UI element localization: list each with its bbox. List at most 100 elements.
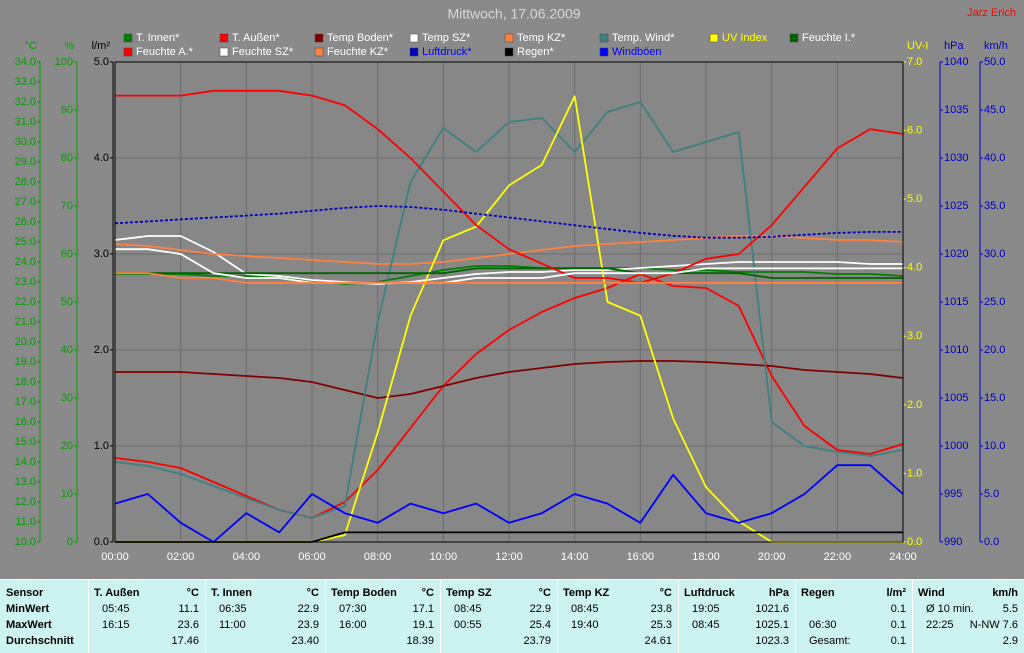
series-line: [114, 464, 904, 543]
y-tick-label: 1010: [944, 344, 968, 356]
header-name: Temp KZ: [563, 587, 610, 599]
header-unit: l/m²: [886, 587, 906, 599]
series-line: [115, 267, 903, 279]
x-tick-label: 20:00: [758, 551, 786, 563]
x-tick-label: 04:00: [233, 551, 261, 563]
cell-value: N-NW 7.6: [969, 619, 1018, 631]
legend-swatch: [314, 47, 324, 57]
header-name: T. Außen: [94, 587, 140, 599]
cell-time: 16:00: [339, 619, 367, 631]
column-separator: [557, 580, 558, 653]
y-tick-label: 28.0: [15, 176, 36, 188]
legend-label: UV Index: [722, 32, 768, 44]
legend-label: Temp SZ*: [422, 32, 471, 44]
cell-time: 07:30: [339, 603, 367, 615]
legend-label: Windböen: [612, 46, 662, 58]
cell-time: 16:15: [102, 619, 130, 631]
y-tick-label: 29.0: [15, 156, 36, 168]
y-tick-label: 100: [55, 56, 73, 68]
series-line: [115, 265, 904, 285]
x-tick-label: 00:00: [101, 551, 129, 563]
y-tick-label: 17.0: [15, 396, 36, 408]
legend-swatch: [789, 33, 799, 43]
legend-swatch: [599, 33, 609, 43]
x-tick-label: 22:00: [824, 551, 852, 563]
cell-time: 06:30: [809, 619, 837, 631]
series-line: [114, 235, 904, 265]
header-name: Sensor: [6, 587, 44, 599]
y-tick-label: 27.0: [15, 196, 36, 208]
y-tick-label: 14.0: [15, 456, 36, 468]
cell-value: 25.3: [650, 619, 672, 631]
cell-value: 11.1: [178, 603, 199, 615]
plot-border: [114, 61, 904, 543]
legend-label: Feuchte A.*: [136, 46, 194, 58]
x-tick-label: 18:00: [692, 551, 720, 563]
y-tick-label: 1030: [944, 152, 968, 164]
legend-swatch: [409, 33, 419, 43]
y-tick-label: 40: [61, 344, 73, 356]
header-name: T. Innen: [211, 587, 252, 599]
y-tick-label: 19.0: [15, 356, 36, 368]
y-tick-label: 18.0: [15, 376, 36, 388]
cell-value: 19.1: [412, 619, 434, 631]
y-tick-label: 34.0: [15, 56, 36, 68]
cell-value: 22.9: [529, 603, 551, 615]
series-line: [114, 101, 904, 519]
y-tick-label: 30.0: [15, 136, 36, 148]
cell-time: 11:00: [219, 619, 246, 631]
column-separator: [912, 580, 913, 653]
axis-label: °C: [25, 40, 37, 52]
y-tick-label: 25.0: [984, 296, 1005, 308]
x-tick-label: 12:00: [495, 551, 523, 563]
y-tick-label: 23.0: [15, 276, 36, 288]
y-tick-label: 22.0: [15, 296, 36, 308]
x-tick-label: 24:00: [889, 551, 917, 563]
cell-time: 06:35: [219, 603, 247, 615]
y-tick-label: 5.0: [907, 193, 922, 205]
y-tick-label: 90: [61, 104, 73, 116]
cell-value: 24.61: [644, 635, 672, 647]
y-tick-label: 1035: [944, 104, 968, 116]
cell-value: 5.5: [1002, 603, 1018, 615]
y-tick-label: 3.0: [94, 248, 109, 260]
y-tick-label: 30.0: [984, 248, 1005, 260]
legend-label: Luftdruck*: [422, 46, 472, 58]
y-tick-label: 0.0: [984, 536, 999, 548]
column-separator: [678, 580, 679, 653]
cell-time: 08:45: [692, 619, 720, 631]
x-tick-label: 16:00: [627, 551, 655, 563]
y-tick-label: 1.0: [907, 467, 922, 479]
legend-label: T. Innen*: [136, 32, 180, 44]
y-tick-label: 4.0: [94, 152, 109, 164]
header-name: Luftdruck: [684, 587, 735, 599]
cell-value: 0.1: [890, 619, 906, 631]
cell-value: 1025.1: [755, 619, 789, 631]
cell-value: 1023.3: [755, 635, 789, 647]
y-tick-label: 50: [61, 296, 73, 308]
y-tick-label: 15.0: [15, 436, 36, 448]
cell-time: 08:45: [571, 603, 599, 615]
y-tick-label: 26.0: [15, 216, 36, 228]
y-tick-label: 0.0: [907, 536, 922, 548]
header-unit: km/h: [992, 587, 1018, 599]
row-label: MaxWert: [6, 619, 52, 631]
legend-swatch: [709, 33, 719, 43]
column-separator: [795, 580, 796, 653]
y-tick-label: 10: [61, 488, 73, 500]
y-tick-label: 0.0: [94, 536, 109, 548]
cell-time: 05:45: [102, 603, 130, 615]
stats-table: Sensor T. Außen °C T. Innen °C Temp Boden °C Te…: [0, 579, 1024, 653]
y-tick-label: 5.0: [984, 488, 999, 500]
y-tick-label: 1000: [944, 440, 968, 452]
header-unit: hPa: [768, 587, 789, 599]
y-tick-label: 2.0: [907, 399, 922, 411]
legend-label: Regen*: [517, 46, 554, 58]
header-unit: °C: [538, 587, 551, 599]
legend-swatch: [504, 33, 514, 43]
y-tick-label: 31.0: [15, 116, 36, 128]
y-tick-label: 2.0: [94, 344, 109, 356]
header-name: Temp Boden: [331, 587, 397, 599]
x-tick-label: 06:00: [298, 551, 326, 563]
legend-label: Temp KZ*: [517, 32, 566, 44]
